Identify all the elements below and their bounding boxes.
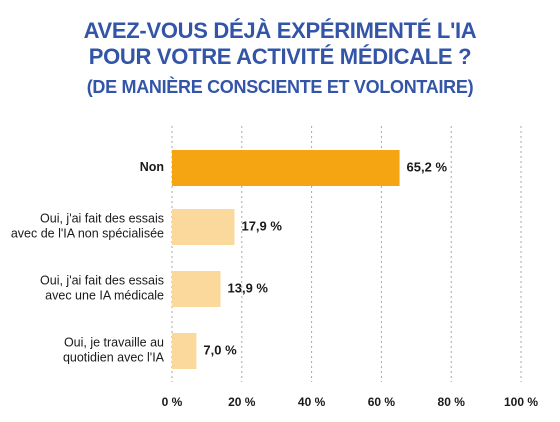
chart-title-line-1: AVEZ-VOUS DÉJÀ EXPÉRIMENTÉ L'IA — [83, 18, 477, 43]
chart-subtitle: (DE MANIÈRE CONSCIENTE ET VOLONTAIRE) — [86, 77, 474, 97]
bar-0 — [172, 150, 400, 186]
category-label-0: Non — [140, 160, 164, 174]
category-label-3: Oui, je travaille au quotidien avec l'IA — [63, 336, 165, 365]
x-tick-label-0: 0 % — [162, 395, 183, 409]
x-tick-label-4: 80 % — [438, 395, 466, 409]
category-label-1: Oui, j'ai fait des essais avec de l'IA no… — [11, 212, 164, 241]
value-label-0: 65,2 % — [407, 159, 448, 174]
value-label-1: 17,9 % — [241, 218, 282, 233]
bar-1 — [172, 209, 235, 245]
category-label-2-line-1: avec une IA médicale — [45, 289, 164, 303]
category-label-1-line-1: avec de l'IA non spécialisée — [11, 227, 164, 241]
category-label-1-line-0: Oui, j'ai fait des essais — [40, 212, 164, 226]
x-tick-label-1: 20 % — [228, 395, 256, 409]
value-label-2: 13,9 % — [228, 280, 269, 295]
x-tick-label-5: 100 % — [504, 395, 538, 409]
category-label-0-line-0: Non — [140, 160, 164, 174]
chart-title-line-2: POUR VOTRE ACTIVITÉ MÉDICALE ? — [88, 44, 472, 69]
x-tick-label-3: 60 % — [368, 395, 396, 409]
value-label-3: 7,0 % — [203, 342, 237, 357]
bar-3 — [172, 333, 197, 369]
bar-2 — [172, 271, 221, 307]
category-label-3-line-0: Oui, je travaille au — [64, 336, 164, 350]
category-label-2: Oui, j'ai fait des essais avec une IA méd… — [40, 274, 164, 303]
category-label-3-line-1: quotidien avec l'IA — [63, 351, 165, 365]
x-tick-label-2: 40 % — [298, 395, 326, 409]
category-label-2-line-0: Oui, j'ai fait des essais — [40, 274, 164, 288]
